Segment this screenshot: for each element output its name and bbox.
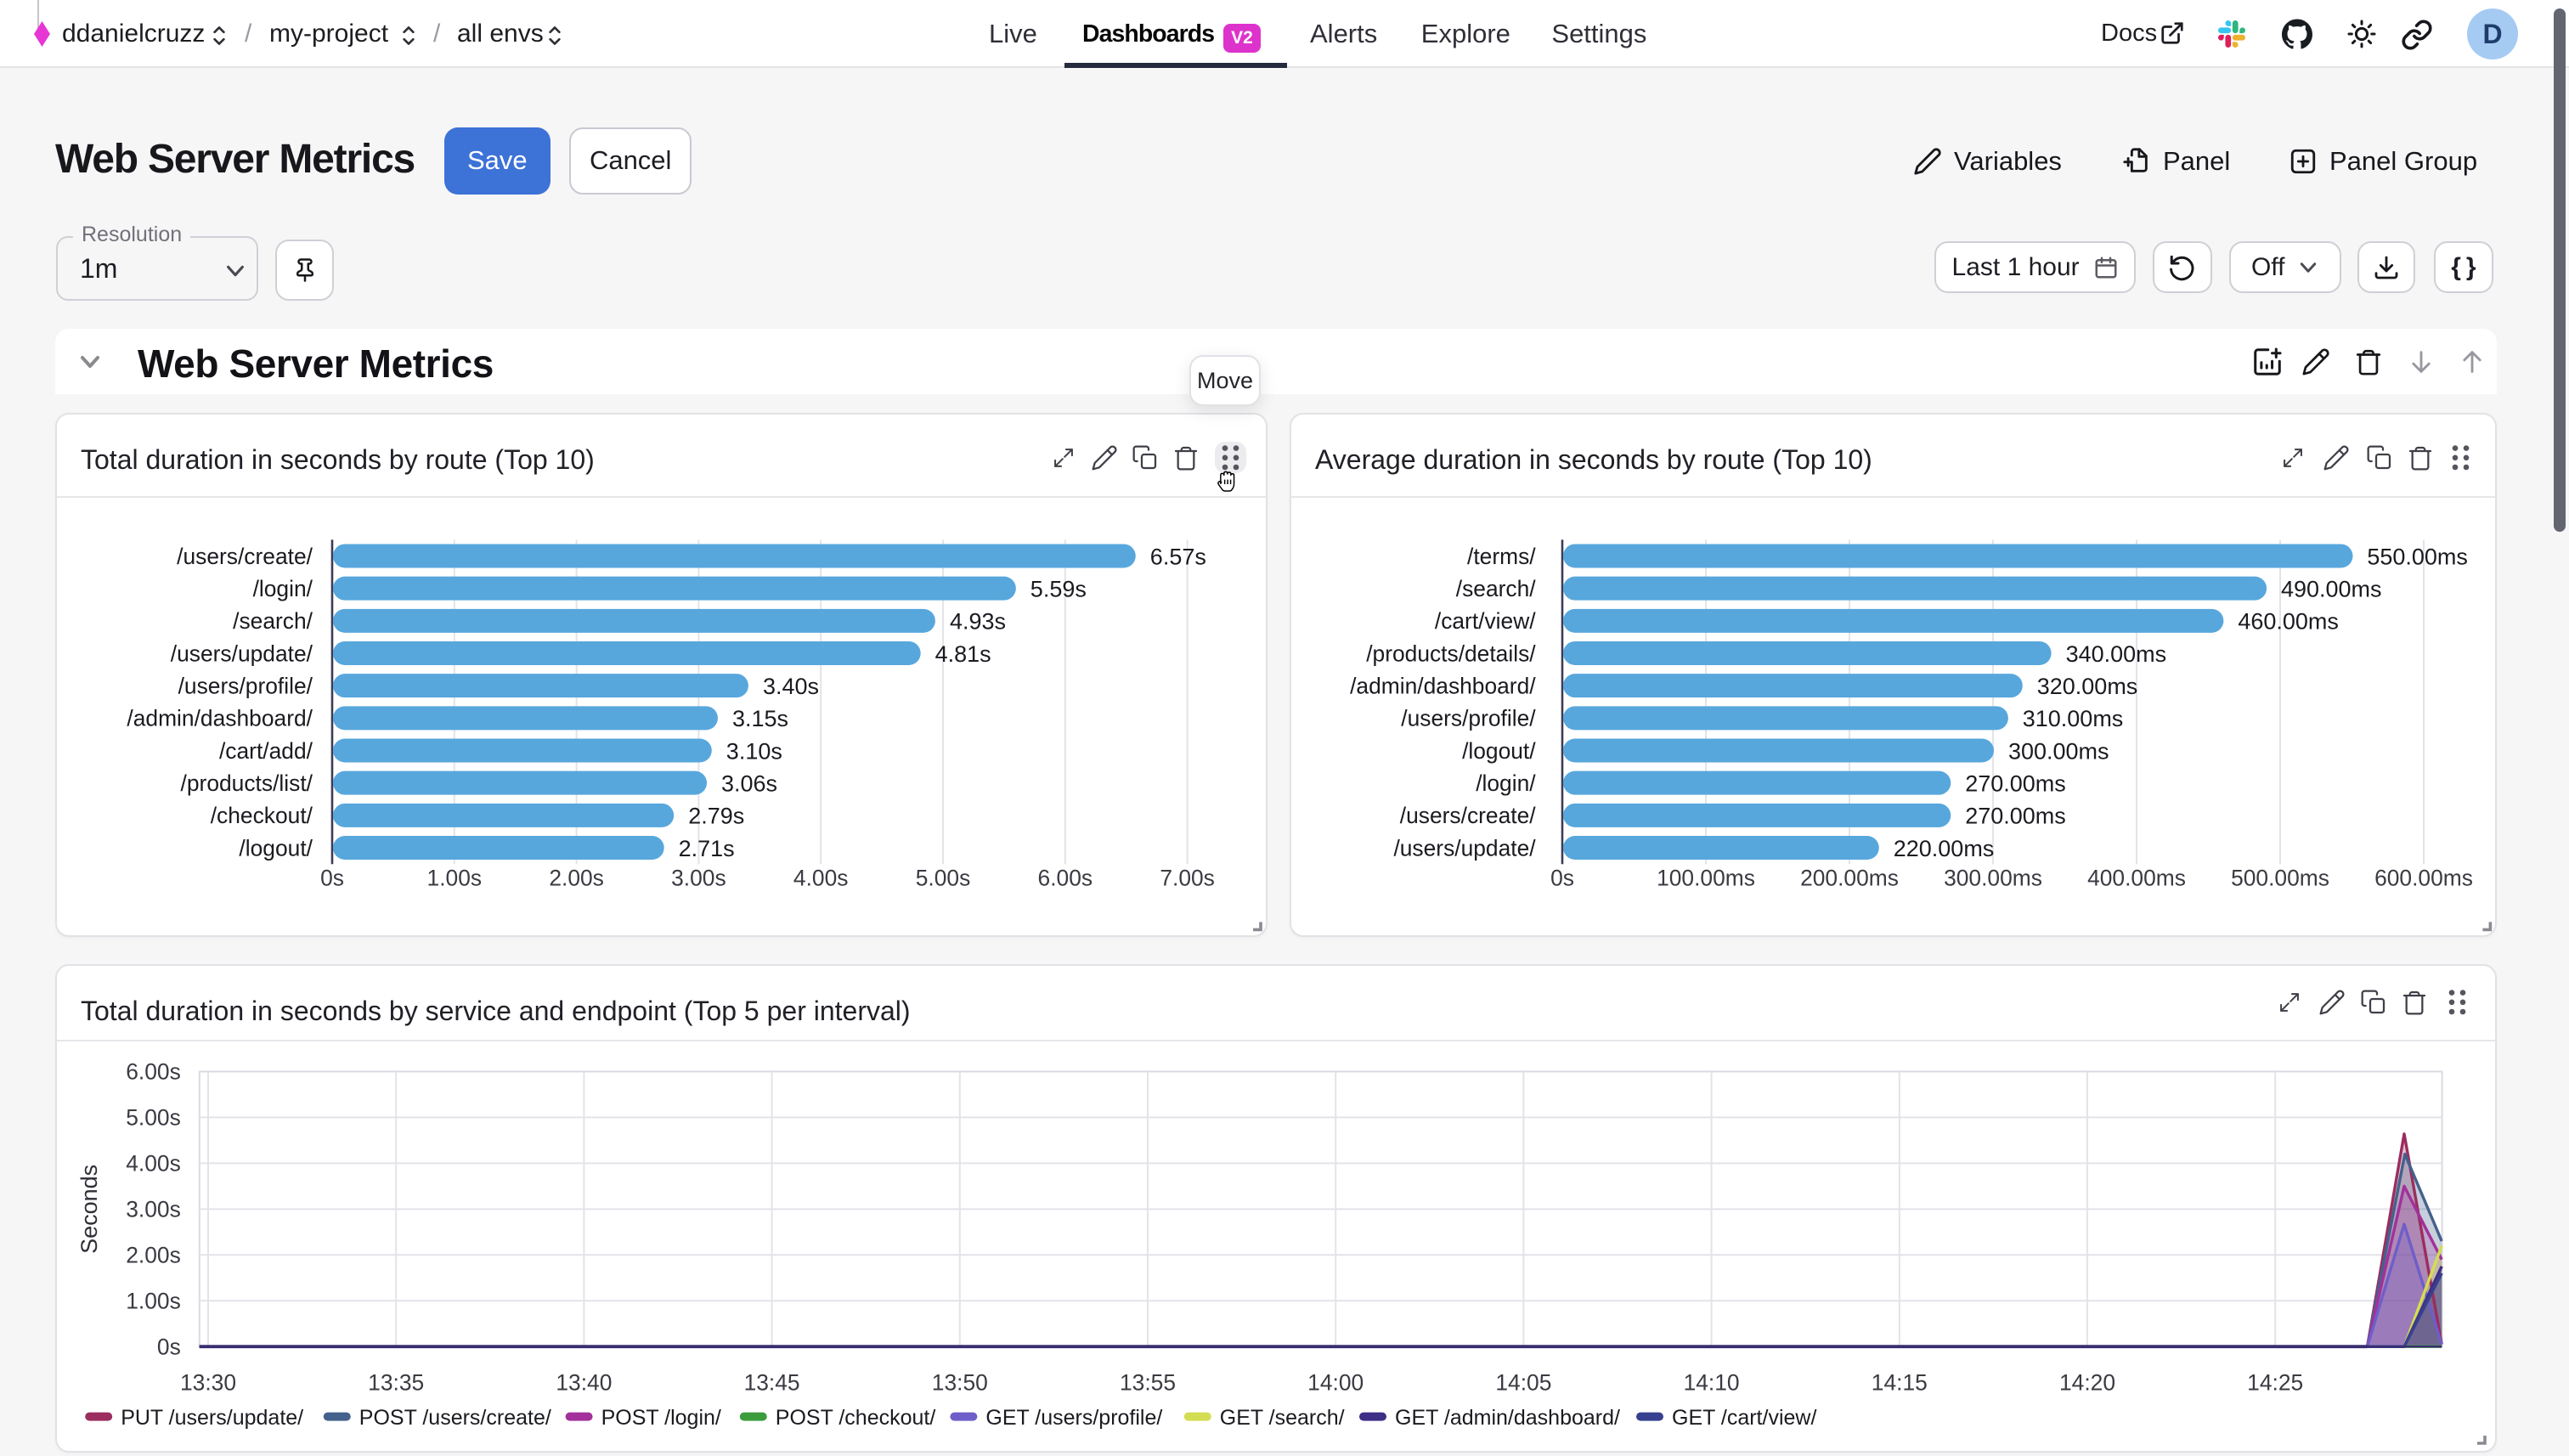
svg-text:300.00ms: 300.00ms <box>1944 865 2042 890</box>
svg-text:100.00ms: 100.00ms <box>1657 865 1755 890</box>
svg-text:/users/profile/: /users/profile/ <box>178 673 313 698</box>
svg-text:3.06s: 3.06s <box>721 770 777 796</box>
svg-text:PUT /users/update/: PUT /users/update/ <box>121 1406 303 1430</box>
svg-text:GET /search/: GET /search/ <box>1220 1406 1345 1430</box>
svg-text:POST /checkout/: POST /checkout/ <box>776 1406 936 1430</box>
svg-text:320.00ms: 320.00ms <box>2037 674 2138 699</box>
svg-text:13:45: 13:45 <box>744 1369 800 1395</box>
svg-text:4.00s: 4.00s <box>126 1150 181 1176</box>
svg-text:5.00s: 5.00s <box>126 1104 181 1130</box>
svg-text:/cart/add/: /cart/add/ <box>219 737 313 763</box>
svg-text:0s: 0s <box>320 865 344 890</box>
svg-text:/cart/view/: /cart/view/ <box>1435 608 1536 634</box>
svg-text:14:25: 14:25 <box>2247 1369 2303 1395</box>
svg-text:2.00s: 2.00s <box>549 865 604 890</box>
svg-text:4.81s: 4.81s <box>935 641 991 666</box>
svg-text:5.00s: 5.00s <box>916 865 971 890</box>
svg-text:13:35: 13:35 <box>368 1369 424 1395</box>
svg-text:4.93s: 4.93s <box>950 608 1006 634</box>
svg-text:/checkout/: /checkout/ <box>211 803 313 828</box>
svg-text:550.00ms: 550.00ms <box>2367 544 2468 569</box>
svg-text:/search/: /search/ <box>233 608 313 634</box>
svg-text:1.00s: 1.00s <box>126 1288 181 1313</box>
svg-text:/logout/: /logout/ <box>239 835 313 861</box>
svg-text:3.10s: 3.10s <box>726 738 782 764</box>
svg-text:Seconds: Seconds <box>76 1164 102 1253</box>
svg-text:POST /login/: POST /login/ <box>601 1406 721 1430</box>
svg-text:GET /users/profile/: GET /users/profile/ <box>985 1406 1162 1430</box>
svg-text:13:55: 13:55 <box>1120 1369 1176 1395</box>
svg-text:/admin/dashboard/: /admin/dashboard/ <box>1350 673 1536 698</box>
svg-text:0s: 0s <box>1550 865 1574 890</box>
svg-text:310.00ms: 310.00ms <box>2023 706 2124 731</box>
svg-text:270.00ms: 270.00ms <box>1965 803 2066 828</box>
svg-text:460.00ms: 460.00ms <box>2238 608 2339 634</box>
svg-text:3.15s: 3.15s <box>732 706 788 731</box>
svg-text:6.00s: 6.00s <box>126 1058 181 1084</box>
svg-text:4.00s: 4.00s <box>793 865 849 890</box>
svg-text:14:10: 14:10 <box>1684 1369 1740 1395</box>
svg-text:GET /cart/view/: GET /cart/view/ <box>1672 1406 1816 1430</box>
svg-text:2.71s: 2.71s <box>679 835 735 861</box>
svg-text:/products/list/: /products/list/ <box>181 770 313 796</box>
svg-text:/users/update/: /users/update/ <box>171 641 313 666</box>
svg-text:13:50: 13:50 <box>932 1369 988 1395</box>
svg-text:1.00s: 1.00s <box>427 865 483 890</box>
svg-text:/logout/: /logout/ <box>1462 737 1536 763</box>
svg-text:14:00: 14:00 <box>1307 1369 1364 1395</box>
svg-text:/products/details/: /products/details/ <box>1366 641 1536 666</box>
svg-text:/admin/dashboard/: /admin/dashboard/ <box>127 705 313 731</box>
svg-text:3.00s: 3.00s <box>126 1196 181 1222</box>
svg-text:GET /admin/dashboard/: GET /admin/dashboard/ <box>1395 1406 1620 1430</box>
svg-text:340.00ms: 340.00ms <box>2066 641 2167 666</box>
svg-text:500.00ms: 500.00ms <box>2231 865 2329 890</box>
svg-text:200.00ms: 200.00ms <box>1800 865 1899 890</box>
svg-text:300.00ms: 300.00ms <box>2008 738 2109 764</box>
svg-text:3.40s: 3.40s <box>763 674 819 699</box>
svg-text:13:40: 13:40 <box>556 1369 612 1395</box>
svg-text:6.57s: 6.57s <box>1150 544 1206 569</box>
svg-text:600.00ms: 600.00ms <box>2374 865 2473 890</box>
svg-text:400.00ms: 400.00ms <box>2087 865 2186 890</box>
svg-text:14:20: 14:20 <box>2059 1369 2115 1395</box>
svg-text:/login/: /login/ <box>253 576 313 601</box>
svg-text:7.00s: 7.00s <box>1160 865 1215 890</box>
svg-text:14:05: 14:05 <box>1495 1369 1551 1395</box>
svg-text:/users/create/: /users/create/ <box>1400 803 1536 828</box>
svg-text:2.00s: 2.00s <box>126 1242 181 1267</box>
svg-text:490.00ms: 490.00ms <box>2281 576 2382 601</box>
svg-text:/users/update/: /users/update/ <box>1393 835 1536 861</box>
svg-text:/terms/: /terms/ <box>1467 543 1536 568</box>
svg-text:POST /users/create/: POST /users/create/ <box>359 1406 551 1430</box>
svg-text:2.79s: 2.79s <box>688 803 744 828</box>
svg-text:6.00s: 6.00s <box>1038 865 1093 890</box>
svg-text:/search/: /search/ <box>1456 576 1536 601</box>
svg-text:220.00ms: 220.00ms <box>1894 835 1995 861</box>
svg-text:3.00s: 3.00s <box>671 865 726 890</box>
svg-text:/login/: /login/ <box>1476 770 1536 796</box>
svg-text:/users/profile/: /users/profile/ <box>1401 705 1536 731</box>
svg-text:5.59s: 5.59s <box>1030 576 1087 601</box>
svg-text:0s: 0s <box>157 1334 181 1359</box>
svg-text:/users/create/: /users/create/ <box>177 543 313 568</box>
svg-text:14:15: 14:15 <box>1872 1369 1928 1395</box>
svg-text:270.00ms: 270.00ms <box>1965 770 2066 796</box>
svg-text:13:30: 13:30 <box>180 1369 236 1395</box>
